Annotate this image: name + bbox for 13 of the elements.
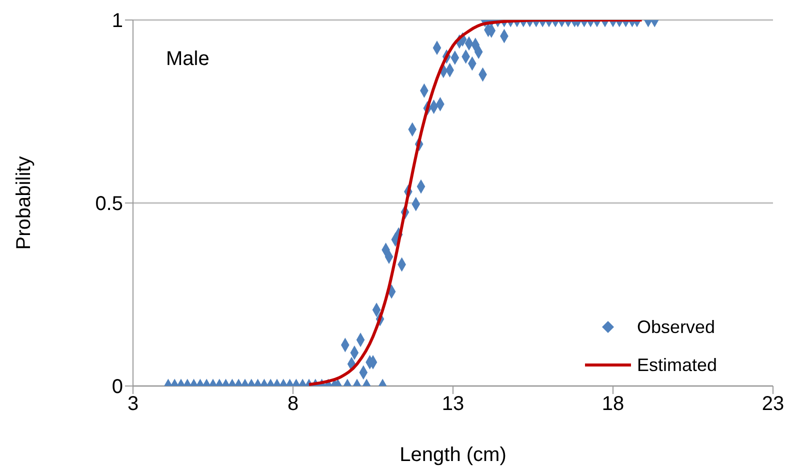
annotation: Male <box>166 48 210 71</box>
x-tick-label: 23 <box>762 393 784 416</box>
x-tick-label: 3 <box>127 393 139 416</box>
legend-label: Estimated <box>637 354 718 376</box>
x-axis-title: Length (cm) <box>400 444 506 466</box>
x-tick-label: 18 <box>602 393 624 416</box>
x-tick-label: 13 <box>442 393 464 416</box>
y-tick-label: 0 <box>112 376 123 398</box>
x-tick-label: 8 <box>287 393 299 416</box>
y-tick-label: 1 <box>112 10 123 32</box>
y-tick-label: 0.5 <box>95 193 123 216</box>
y-axis-title: Probability <box>13 156 36 250</box>
legend-label: Observed <box>637 316 716 338</box>
